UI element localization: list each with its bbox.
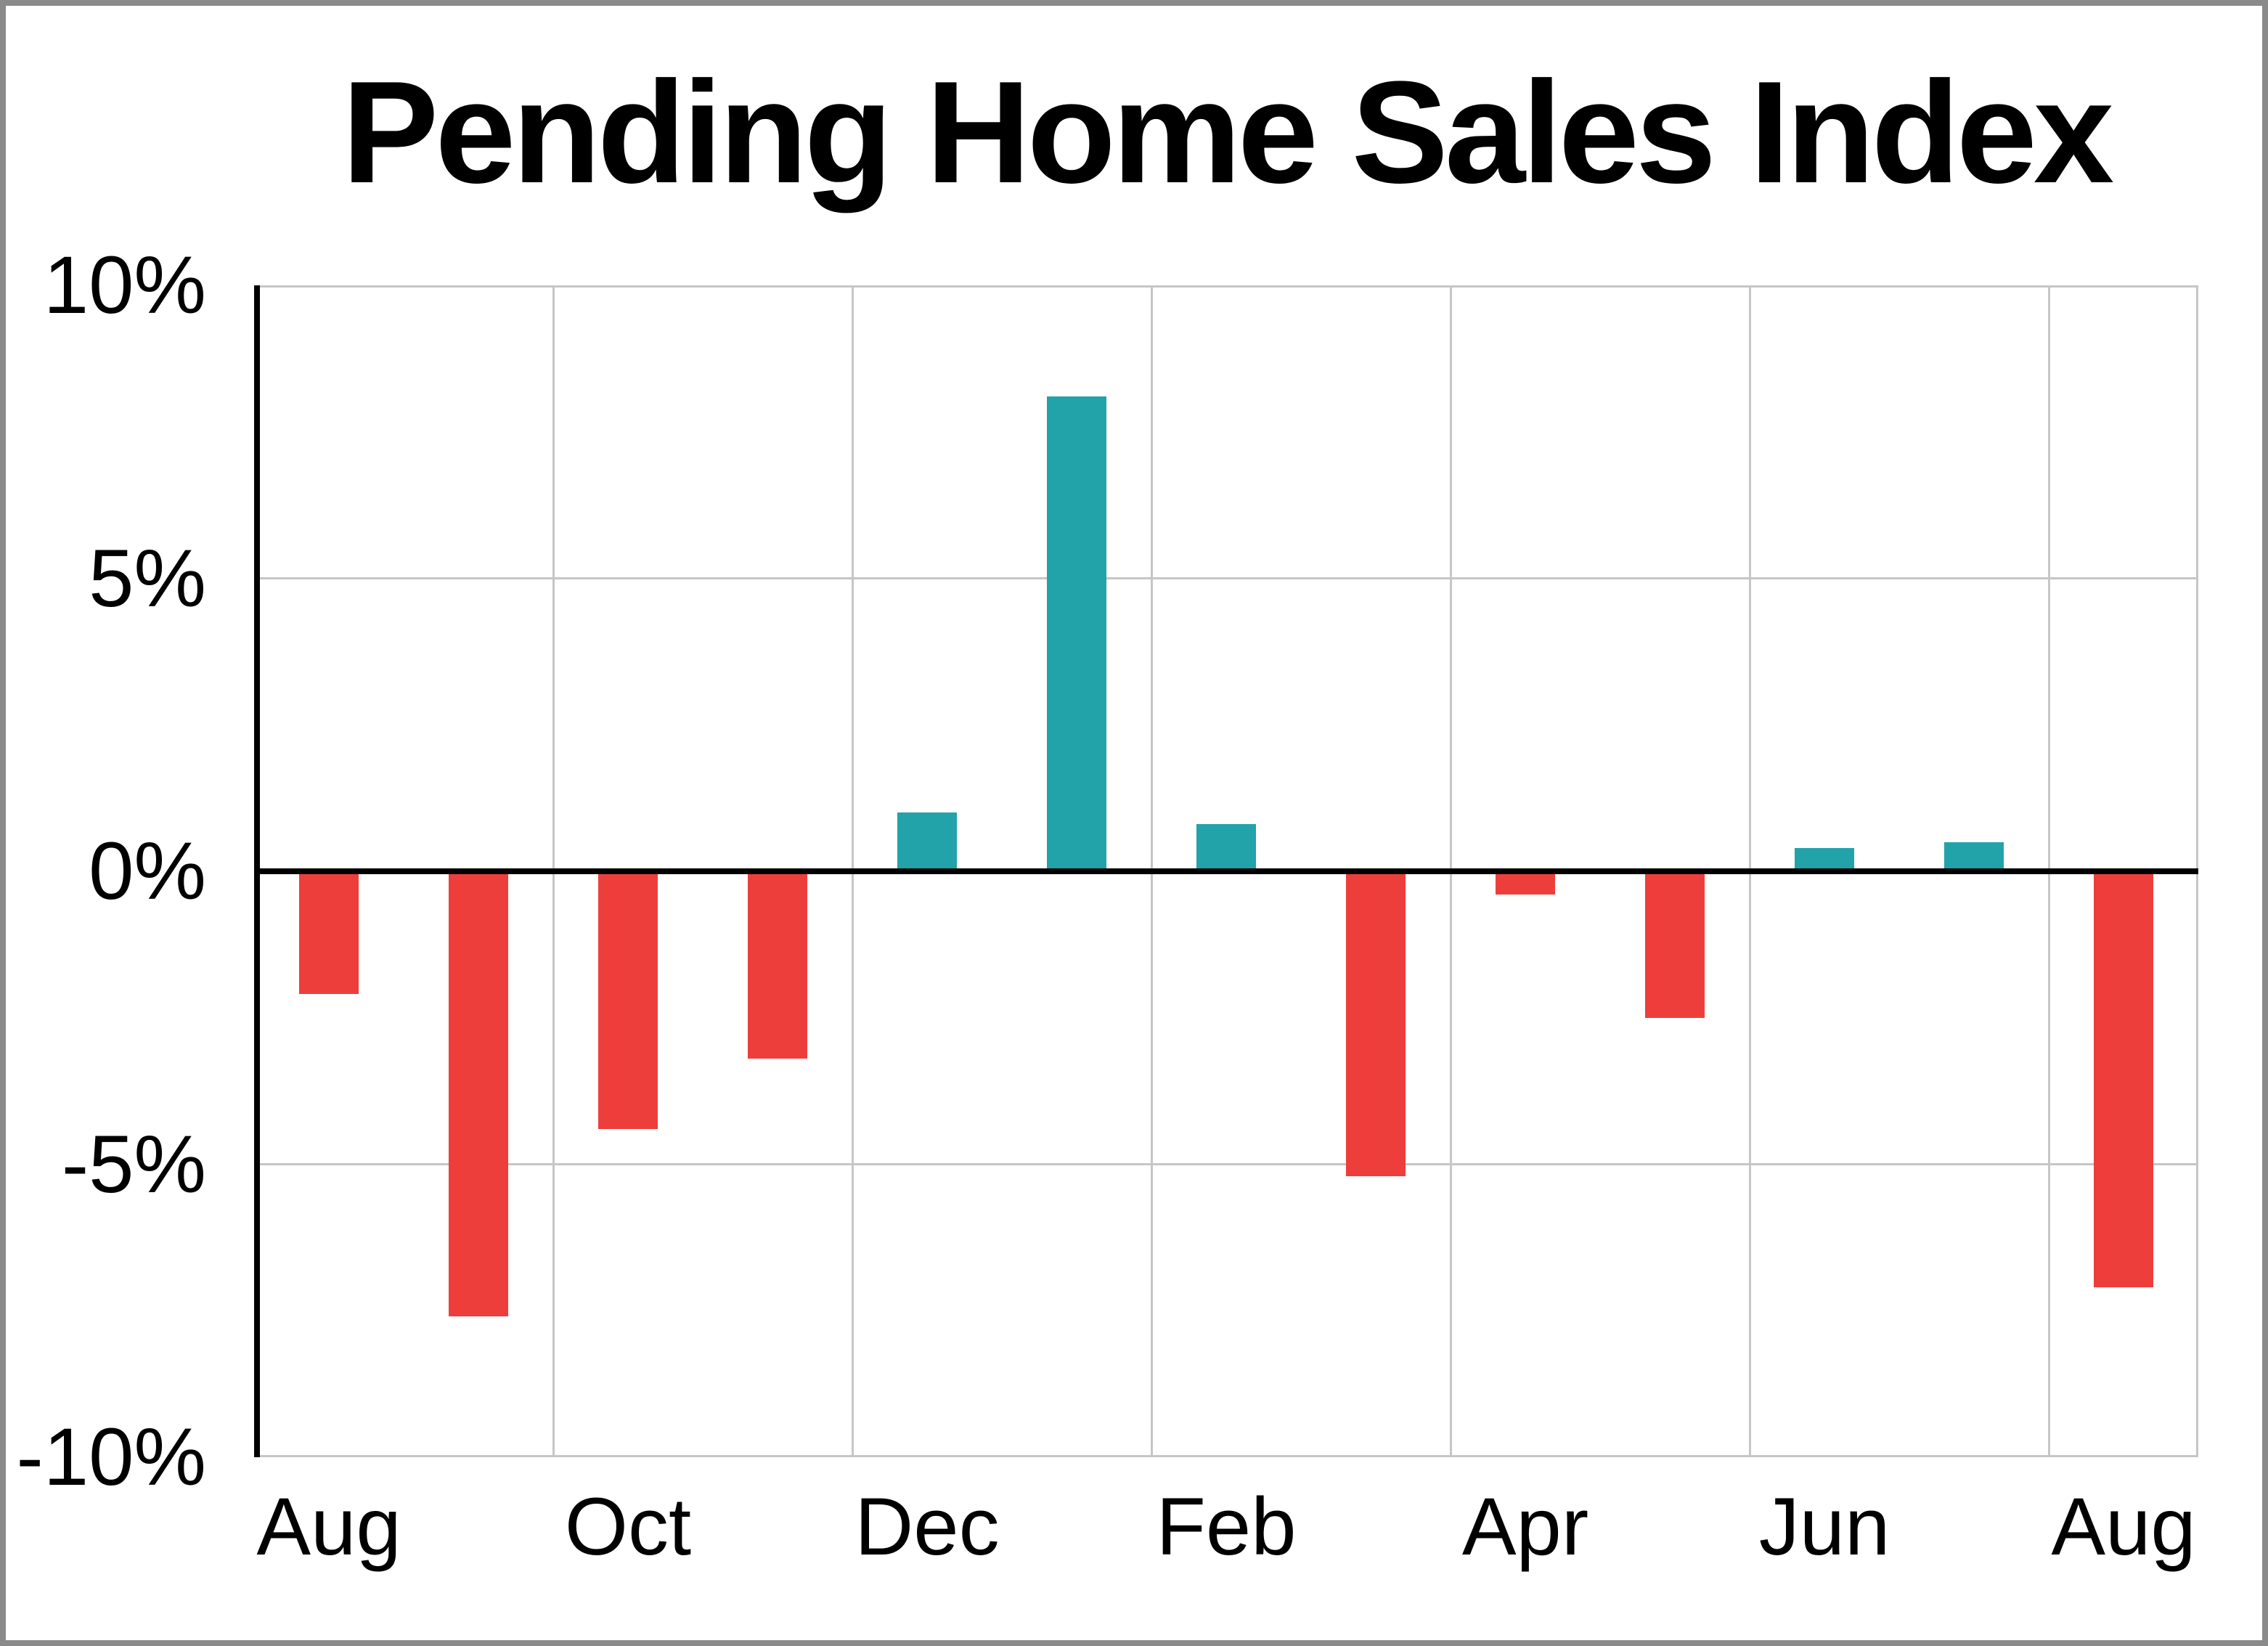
plot-area (254, 285, 2198, 1457)
horizontal-gridline-10 (254, 285, 2198, 288)
bar-0-aug (299, 871, 359, 995)
y-axis-tick-label-5pct: 5% (89, 532, 206, 624)
bar-9-may (1645, 871, 1705, 1018)
x-axis-tick-label-1-oct: Oct (564, 1481, 692, 1572)
y-axis-tick-label-10pct: 10% (43, 240, 206, 330)
bar-10-jun (1795, 847, 1854, 871)
y-axis-line (254, 285, 260, 1457)
x-axis-tick-label-2-dec: Dec (854, 1481, 1000, 1572)
x-axis-tick-label-6-aug: Aug (2051, 1481, 2196, 1572)
bar-5-jan (1047, 396, 1106, 871)
bar-4-dec (897, 812, 957, 871)
zero-axis-line (254, 868, 2198, 874)
horizontal-gridline-5 (254, 577, 2198, 579)
bar-3-nov (748, 871, 807, 1059)
x-axis-tick-label-3-feb: Feb (1156, 1481, 1297, 1572)
bar-11-jul (1944, 842, 2004, 871)
bar-7-mar (1346, 871, 1406, 1176)
x-axis-tick-label-5-jun: Jun (1758, 1481, 1890, 1572)
bar-2-oct (598, 871, 658, 1130)
x-axis-tick-label-0-aug: Aug (256, 1481, 401, 1572)
y-axis-tick-label--5pct: -5% (61, 1118, 206, 1210)
y-axis-tick-label-0pct: 0% (89, 826, 206, 916)
y-axis-tick-label--10pct: -10% (16, 1411, 206, 1502)
bar-12-aug (2094, 871, 2153, 1287)
bar-6-feb (1196, 824, 1256, 871)
horizontal-gridline--10 (254, 1455, 2198, 1457)
x-axis-tick-label-4-apr: Apr (1461, 1481, 1589, 1572)
horizontal-gridline--5 (254, 1163, 2198, 1165)
bar-8-apr (1496, 871, 1555, 895)
bar-1-sep (449, 871, 508, 1317)
chart-title: Pending Home Sales Index (341, 52, 2114, 213)
